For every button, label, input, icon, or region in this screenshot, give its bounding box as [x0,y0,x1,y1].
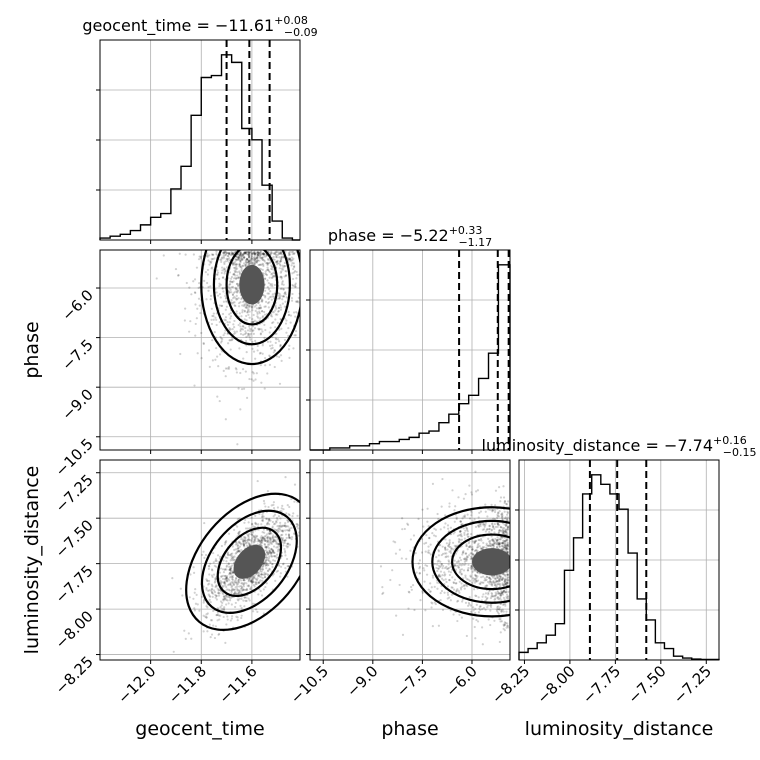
x-tick-label-luminosity_distance: −7.75 [579,662,624,707]
hist-panel-phase [306,249,511,451]
panel-frame [99,249,301,451]
title-geocent-time: geocent_time = −11.61+0.08 −0.09 [82,14,317,39]
joint-panel-luminosity_distance_vs_phase [309,459,511,661]
y-tick-label-luminosity_distance: −7.75 [52,562,97,607]
title-phase: phase = −5.22+0.33 −1.17 [328,224,492,249]
contour-level-2 [212,250,291,346]
contour-level-1 [185,492,300,631]
contour-level-3 [225,250,279,326]
contour-level-1 [200,250,300,366]
contour-level-1 [411,506,510,618]
panel-frame [99,39,301,241]
x-tick-label-geocent_time: −11.6 [215,662,260,707]
contour-level-2 [431,519,510,604]
scatter-points [379,470,510,646]
contour-level-3 [216,526,283,597]
panel-frame [99,459,301,661]
histogram-geocent_time [99,54,300,241]
x-axis-label-geocent-time: geocent_time [135,718,264,740]
contour-level-4 [239,264,265,305]
histogram-luminosity_distance [518,474,720,661]
x-tick-label-phase: −9.0 [343,662,381,700]
y-tick-label-luminosity_distance: −7.25 [52,471,97,516]
x-tick-label-phase: −10.5 [287,662,332,707]
y-tick-label-phase: −7.5 [58,336,96,374]
x-axis-label-luminosity-distance: luminosity_distance [525,718,714,740]
y-tick-label-luminosity_distance: −8.00 [52,607,97,652]
joint-content [379,470,510,646]
joint-content [171,476,300,653]
hist-panel-luminosity_distance [515,459,720,661]
x-tick-label-luminosity_distance: −7.50 [624,662,669,707]
y-axis-label-phase: phase [21,321,43,378]
y-tick-label-luminosity_distance: −7.50 [52,516,97,561]
contour-level-2 [200,509,298,614]
x-tick-label-geocent_time: −12.0 [114,662,159,707]
hist-panel-geocent_time [96,39,301,241]
joint-panel-phase_vs_geocent_time [99,249,301,451]
y-tick-label-luminosity_distance: −8.25 [52,653,97,698]
x-tick-label-phase: −6.0 [442,662,480,700]
panels: −12.0 −11.8 −11.6 −10.5 −9.0 −7.5 −6.0 −8.25 −8.… [52,39,720,707]
contour-level-3 [451,533,510,591]
y-tick-label-phase: −9.0 [58,385,96,423]
contour-level-4 [471,548,510,576]
y-tick-label-phase: −6.0 [58,286,96,324]
x-tick-label-luminosity_distance: −8.25 [488,662,533,707]
joint-panel-luminosity_distance_vs_geocent_time [99,459,301,661]
title-luminosity-distance: luminosity_distance = −7.74+0.16 −0.15 [482,434,757,459]
x-tick-label-luminosity_distance: −8.00 [534,662,579,707]
histogram-phase [310,264,511,451]
y-tick-label-phase: −10.5 [52,435,97,480]
contour-level-4 [233,544,266,579]
panel-frame [518,459,720,661]
x-tick-label-geocent_time: −11.8 [165,662,210,707]
joint-content [155,250,300,446]
x-axis-label-phase: phase [381,718,438,740]
panel-frame [309,249,511,451]
x-tick-label-luminosity_distance: −7.25 [670,662,715,707]
x-tick-label-phase: −7.5 [393,662,431,700]
y-axis-label-luminosity-distance: luminosity_distance [21,466,43,655]
panel-frame [309,459,511,661]
